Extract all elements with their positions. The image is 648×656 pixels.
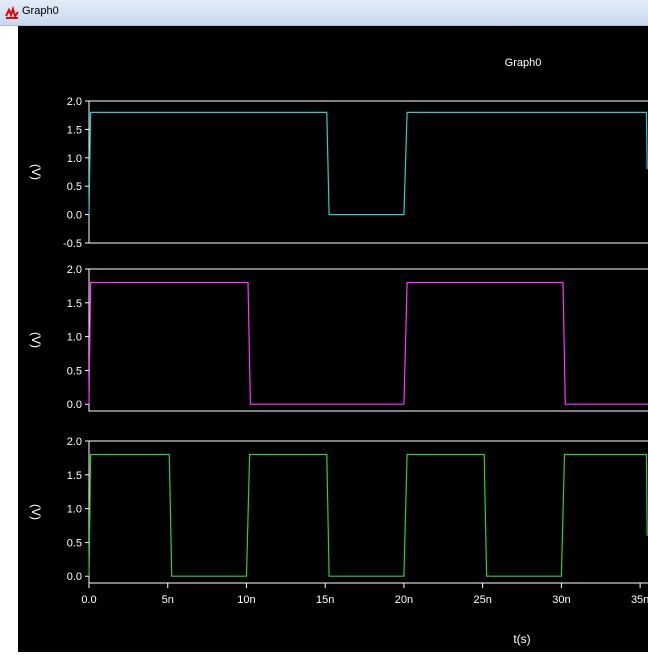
- x-axis-label: t(s): [513, 632, 530, 646]
- y-tick-label: 1.0: [67, 504, 82, 516]
- title-bar[interactable]: Graph0: [0, 0, 648, 26]
- x-tick-label: 35n: [631, 594, 648, 606]
- x-tick-label: 15n: [316, 594, 334, 606]
- x-tick-label: 10n: [237, 594, 255, 606]
- x-tick-label: 25n: [473, 594, 491, 606]
- window-title: Graph0: [22, 5, 59, 17]
- y-axis-label: (V): [29, 164, 43, 180]
- graph-area[interactable]: Graph0 t(s) 2.0 1.5 1.0 0.5 0.0 -0.5 (V) 2.0 1.5…: [18, 26, 648, 652]
- y-tick-label: -0.5: [63, 238, 82, 250]
- chart-title: Graph0: [505, 57, 542, 69]
- waveform-chart[interactable]: Graph0 t(s) 2.0 1.5 1.0 0.5 0.0 -0.5 (V) 2.0 1.5…: [18, 26, 648, 652]
- panel-frame: [88, 268, 648, 412]
- y-tick-label: 2.0: [67, 264, 82, 276]
- x-tick-label: 20n: [395, 594, 413, 606]
- y-tick-label: 0.0: [67, 571, 82, 583]
- x-tick-label: 5n: [162, 594, 174, 606]
- x-tick-label: 0.0: [81, 594, 96, 606]
- y-tick-label: 0.0: [67, 210, 82, 222]
- y-tick-label: 0.0: [67, 399, 82, 411]
- waveform-series-line: [88, 453, 648, 577]
- y-tick-label: 1.0: [67, 332, 82, 344]
- y-tick-label: 0.5: [67, 365, 82, 377]
- waveform-series-line: [88, 111, 648, 216]
- y-tick-label: 1.0: [67, 153, 82, 165]
- y-axis-label: (V): [29, 504, 43, 520]
- y-axis-label: (V): [29, 332, 43, 348]
- waveform-series-line: [88, 281, 648, 405]
- y-tick-label: 1.5: [67, 298, 82, 310]
- y-tick-label: 0.5: [67, 537, 82, 549]
- y-tick-label: 2.0: [67, 436, 82, 448]
- panel-frame: [88, 440, 648, 584]
- waveform-app-icon: [5, 6, 19, 19]
- x-tick-label: 30n: [552, 594, 570, 606]
- y-tick-label: 1.5: [67, 470, 82, 482]
- y-tick-label: 0.5: [67, 181, 82, 193]
- panel-frame: [88, 100, 648, 244]
- y-tick-label: 2.0: [67, 96, 82, 108]
- window-left-border: [0, 26, 18, 652]
- y-tick-label: 1.5: [67, 124, 82, 136]
